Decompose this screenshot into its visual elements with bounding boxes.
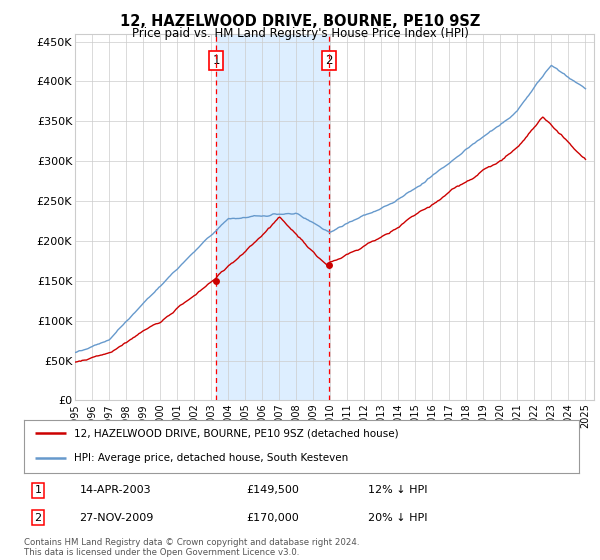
Text: 12% ↓ HPI: 12% ↓ HPI <box>368 486 428 496</box>
Text: £149,500: £149,500 <box>246 486 299 496</box>
Text: 12, HAZELWOOD DRIVE, BOURNE, PE10 9SZ (detached house): 12, HAZELWOOD DRIVE, BOURNE, PE10 9SZ (d… <box>74 428 398 438</box>
Text: 12, HAZELWOOD DRIVE, BOURNE, PE10 9SZ: 12, HAZELWOOD DRIVE, BOURNE, PE10 9SZ <box>120 14 480 29</box>
Text: Contains HM Land Registry data © Crown copyright and database right 2024.
This d: Contains HM Land Registry data © Crown c… <box>24 538 359 557</box>
Text: 1: 1 <box>34 486 41 496</box>
Text: HPI: Average price, detached house, South Kesteven: HPI: Average price, detached house, Sout… <box>74 453 348 463</box>
Text: 1: 1 <box>212 54 220 67</box>
Text: 2: 2 <box>325 54 332 67</box>
Bar <box>216 34 329 400</box>
Text: 20% ↓ HPI: 20% ↓ HPI <box>368 512 428 522</box>
Text: Price paid vs. HM Land Registry's House Price Index (HPI): Price paid vs. HM Land Registry's House … <box>131 27 469 40</box>
Text: 2: 2 <box>34 512 41 522</box>
Text: 27-NOV-2009: 27-NOV-2009 <box>79 512 154 522</box>
Text: 14-APR-2003: 14-APR-2003 <box>79 486 151 496</box>
Text: £170,000: £170,000 <box>246 512 299 522</box>
